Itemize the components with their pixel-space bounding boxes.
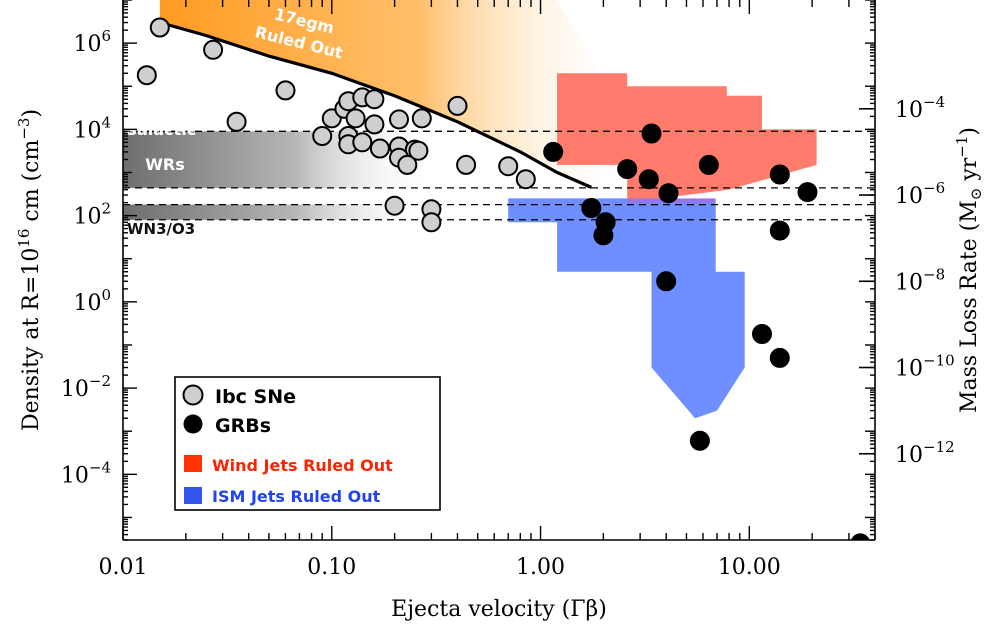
ibc-sn-point bbox=[515, 169, 536, 190]
grb-point bbox=[797, 182, 818, 203]
y-axis-label-right: Mass Loss Rate (M⊙ yr−1) bbox=[953, 127, 985, 413]
ibc-sn-point bbox=[203, 39, 224, 60]
y-tick-label-right: 10−8 bbox=[895, 265, 945, 295]
shaded-regions bbox=[123, 0, 817, 419]
wind-jets-region bbox=[557, 73, 817, 203]
wn3-label: WN3/O3 bbox=[127, 220, 195, 238]
ibc-sn-point bbox=[369, 138, 390, 159]
legend-grb-label: GRBs bbox=[215, 415, 271, 437]
y-tick-label-left: 104 bbox=[73, 113, 111, 143]
legend-ism-swatch bbox=[184, 487, 202, 504]
dashed-lines bbox=[123, 130, 875, 221]
y-tick-label-left: 106 bbox=[73, 27, 111, 57]
data-points bbox=[136, 17, 870, 540]
y-tick-label-left: 10−4 bbox=[61, 458, 111, 488]
grb-point bbox=[752, 324, 772, 344]
ruled-out-region bbox=[159, 0, 632, 188]
y-axis-label-left: Density at R=1016 cm (cm−3) bbox=[15, 109, 44, 431]
legend-ibc-label: Ibc SNe bbox=[215, 386, 296, 408]
ibc-sn-point bbox=[149, 17, 170, 38]
grb-point bbox=[638, 169, 659, 190]
grb-point bbox=[689, 430, 710, 451]
grb-point bbox=[543, 141, 564, 162]
x-tick-label: 1.00 bbox=[516, 555, 565, 580]
grb-point bbox=[698, 154, 719, 175]
ibc-sn-point bbox=[389, 109, 409, 130]
x-tick-label: 0.10 bbox=[307, 555, 356, 580]
y-tick-label-right: 10−10 bbox=[895, 352, 955, 382]
ibc-sn-point bbox=[352, 132, 373, 153]
ism-jets-region bbox=[508, 198, 745, 419]
ibc-sn-point bbox=[498, 156, 519, 177]
galactic-label-line1: Galactic bbox=[124, 120, 196, 139]
x-tick-label: 0.01 bbox=[99, 555, 148, 580]
ibc-sn-point bbox=[411, 108, 432, 129]
y-tick-label-left: 100 bbox=[73, 286, 111, 316]
ibc-sn-point bbox=[312, 126, 333, 146]
y-tick-label-right: 10−4 bbox=[895, 93, 945, 123]
ibc-sn-point bbox=[384, 195, 405, 216]
legend-wind-label: Wind Jets Ruled Out bbox=[212, 456, 393, 475]
y-tick-label-right: 10−12 bbox=[895, 438, 955, 468]
x-tick-label: 10.00 bbox=[718, 555, 781, 580]
ibc-sn-point bbox=[447, 95, 468, 116]
ibc-sn-point bbox=[345, 108, 366, 129]
legend-ism-label: ISM Jets Ruled Out bbox=[212, 487, 381, 506]
ibc-sn-point bbox=[397, 154, 418, 175]
axes: 0.01 0.10 1.00 10.00 106 104 102 100 10−2 10−4 10−… bbox=[61, 0, 955, 580]
ibc-sn-point bbox=[408, 140, 429, 161]
grb-point bbox=[769, 220, 790, 241]
ibc-sn-point bbox=[226, 111, 247, 132]
legend-grb-marker bbox=[183, 414, 203, 434]
grb-point bbox=[658, 183, 679, 204]
ibc-sn-point bbox=[364, 114, 385, 135]
grb-point bbox=[656, 271, 677, 292]
y-tick-label-right: 10−6 bbox=[895, 179, 945, 209]
galactic-label-line2: WRs bbox=[145, 155, 185, 174]
grb-point bbox=[617, 159, 638, 180]
grb-point bbox=[769, 347, 790, 368]
grb-point bbox=[850, 533, 870, 540]
ibc-sn-point bbox=[421, 212, 442, 233]
wn3-band bbox=[123, 204, 432, 220]
grb-point bbox=[641, 123, 662, 144]
x-axis-label: Ejecta velocity (Γβ) bbox=[391, 597, 607, 622]
grb-point bbox=[593, 225, 614, 246]
legend-wind-swatch bbox=[184, 455, 202, 472]
ibc-sn-point bbox=[275, 80, 296, 101]
ibc-sn-point bbox=[364, 89, 385, 110]
legend-ibc-marker bbox=[182, 384, 204, 406]
legend: Ibc SNe GRBs Wind Jets Ruled Out ISM Jet… bbox=[174, 376, 441, 511]
ibc-sn-point bbox=[456, 154, 477, 175]
ruled-out-curve bbox=[159, 20, 592, 189]
grb-point bbox=[581, 198, 602, 218]
ibc-sn-point bbox=[136, 65, 157, 86]
grb-point bbox=[769, 164, 790, 185]
y-tick-label-left: 10−2 bbox=[61, 372, 111, 402]
y-tick-label-left: 102 bbox=[73, 200, 111, 230]
